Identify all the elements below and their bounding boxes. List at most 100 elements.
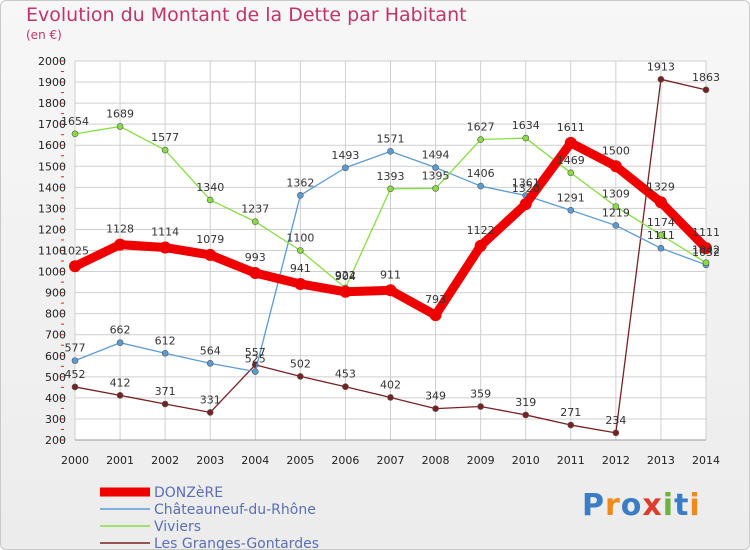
data-point <box>159 241 172 254</box>
data-label: 525 <box>245 353 266 366</box>
data-label: 1863 <box>692 71 720 84</box>
data-point <box>567 206 575 214</box>
data-point <box>342 383 349 391</box>
y-tick-label: 700 <box>45 329 66 342</box>
data-point <box>702 259 710 267</box>
legend-label: Les Granges-Gontardes <box>154 536 319 550</box>
logo-letter: o <box>620 488 643 523</box>
data-point <box>477 403 484 410</box>
data-label: 1340 <box>196 181 224 194</box>
data-point <box>567 421 575 429</box>
legend-label: DONZèRE <box>154 485 223 501</box>
data-label: 1329 <box>647 180 675 193</box>
data-label: 234 <box>605 414 626 427</box>
x-tick-label: 2000 <box>61 454 89 467</box>
x-tick-label: 2004 <box>241 454 269 467</box>
data-labels: 452 412 371 331 557 502 453 402 349 359 319 271 234 1… <box>61 60 720 427</box>
x-tick-label: 2003 <box>196 454 224 467</box>
data-label: 1913 <box>647 60 675 73</box>
data-point <box>612 203 620 210</box>
data-label: 1025 <box>61 244 89 257</box>
y-tick-label: 600 <box>45 350 66 363</box>
x-tick-label: 2007 <box>377 454 405 467</box>
data-label: 412 <box>110 376 131 389</box>
data-label: 1634 <box>512 119 540 132</box>
data-point <box>116 392 124 399</box>
data-label: 1309 <box>602 187 630 200</box>
y-tick-label: 1700 <box>38 118 66 131</box>
data-label: 564 <box>200 344 221 357</box>
data-label: 1611 <box>557 121 585 134</box>
data-point <box>522 411 530 419</box>
data-point <box>71 383 79 391</box>
data-label: 557 <box>245 346 266 359</box>
data-label: 371 <box>155 385 176 398</box>
data-point <box>71 357 79 364</box>
data-point <box>657 244 665 252</box>
data-point <box>657 76 665 83</box>
y-tick-label: 1300 <box>38 202 66 215</box>
x-tick-label: 2009 <box>467 454 495 467</box>
y-tick-label: 1900 <box>38 76 66 89</box>
data-point <box>342 164 349 172</box>
data-point <box>206 409 214 416</box>
data-point <box>161 349 169 357</box>
data-point <box>477 182 484 190</box>
data-label: 271 <box>560 406 581 419</box>
data-point <box>297 373 304 380</box>
data-label: 904 <box>335 270 356 283</box>
data-label: 1079 <box>196 233 224 246</box>
data-label: 1237 <box>241 203 269 216</box>
x-tick-label: 2008 <box>422 454 450 467</box>
y-tick-label: 1400 <box>38 181 66 194</box>
x-tick-label: 2002 <box>151 454 179 467</box>
data-label: 1219 <box>602 206 630 219</box>
data-label: 793 <box>425 293 446 306</box>
data-point <box>387 394 394 401</box>
data-label: 1469 <box>557 154 585 167</box>
x-tick-label: 2014 <box>692 454 720 467</box>
grid <box>74 60 707 441</box>
data-point <box>387 185 394 193</box>
data-label: 1122 <box>467 224 495 237</box>
data-point <box>654 196 667 209</box>
data-point <box>204 248 217 261</box>
y-tick-label: 900 <box>45 287 66 300</box>
data-point <box>657 231 665 239</box>
data-point <box>702 86 710 94</box>
y-tick-label: 400 <box>45 392 66 405</box>
data-label: 1100 <box>286 232 314 245</box>
data-point <box>432 405 439 412</box>
y-tick-label: 1800 <box>38 97 66 110</box>
data-label: 1111 <box>692 226 720 239</box>
data-label: 452 <box>65 368 86 381</box>
data-label: 941 <box>290 262 311 275</box>
legend-label: Viviers <box>154 519 201 535</box>
data-label: 1042 <box>692 244 720 257</box>
data-point <box>249 267 262 280</box>
data-label: 1494 <box>422 149 450 162</box>
data-label: 1362 <box>286 176 314 189</box>
data-label: 1406 <box>467 167 495 180</box>
data-label: 922 <box>335 269 356 282</box>
data-point <box>116 339 124 347</box>
data-point <box>519 198 532 211</box>
data-label: 453 <box>335 368 356 381</box>
data-point <box>161 400 169 408</box>
chart-title: Evolution du Montant de la Dette par Hab… <box>26 4 467 26</box>
data-label: 319 <box>515 396 536 409</box>
data-point <box>251 368 259 375</box>
series-lines <box>69 76 712 437</box>
data-label: 1500 <box>602 144 630 157</box>
data-point <box>206 196 214 204</box>
data-point <box>387 148 394 155</box>
x-tick-label: 2010 <box>512 454 540 467</box>
y-tick-label: 1000 <box>38 266 66 279</box>
data-point <box>384 284 397 297</box>
data-label: 1174 <box>647 216 675 229</box>
data-label: 349 <box>425 390 446 403</box>
proxiti-logo: Proxiti <box>582 488 701 523</box>
x-tick-label: 2012 <box>602 454 630 467</box>
